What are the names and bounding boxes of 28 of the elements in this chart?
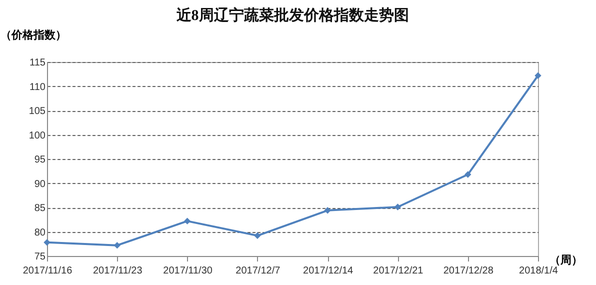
x-axis-title: （周） bbox=[550, 254, 582, 266]
y-tick-label: 100 bbox=[28, 130, 46, 142]
x-tick-label: 2017/12/28 bbox=[443, 266, 494, 276]
point bbox=[114, 242, 120, 249]
chart-title: 近8周辽宁蔬菜批发价格指数走势图 bbox=[175, 6, 409, 24]
x-tick-label: 2017/12/7 bbox=[236, 266, 281, 276]
point bbox=[534, 72, 542, 79]
point bbox=[184, 218, 191, 224]
point bbox=[44, 239, 50, 246]
x-tick-label: 2017/11/16 bbox=[22, 266, 73, 276]
y-tick-label: 80 bbox=[34, 227, 46, 238]
x-tick-label: 2018/1/4 bbox=[519, 266, 558, 276]
y-tick-label: 85 bbox=[34, 203, 46, 214]
x-tick-label: 2017/11/23 bbox=[92, 266, 143, 276]
y-tick-label: 75 bbox=[34, 252, 46, 262]
y-axis-title: （价格指数） bbox=[0, 28, 66, 42]
x-tick-label: 2017/12/14 bbox=[303, 266, 354, 276]
y-tick-label: 110 bbox=[30, 82, 46, 93]
x-tick-label: 2017/11/30 bbox=[163, 266, 213, 276]
point bbox=[464, 171, 472, 178]
y-tick-label: 95 bbox=[34, 154, 46, 166]
point bbox=[324, 207, 331, 214]
y-tick-label: 105 bbox=[28, 106, 46, 117]
point bbox=[254, 232, 261, 239]
point bbox=[394, 204, 402, 210]
y-tick-label: 90 bbox=[34, 178, 46, 190]
x-tick-label: 2017/12/21 bbox=[373, 266, 424, 276]
y-tick-label: 115 bbox=[30, 58, 46, 68]
